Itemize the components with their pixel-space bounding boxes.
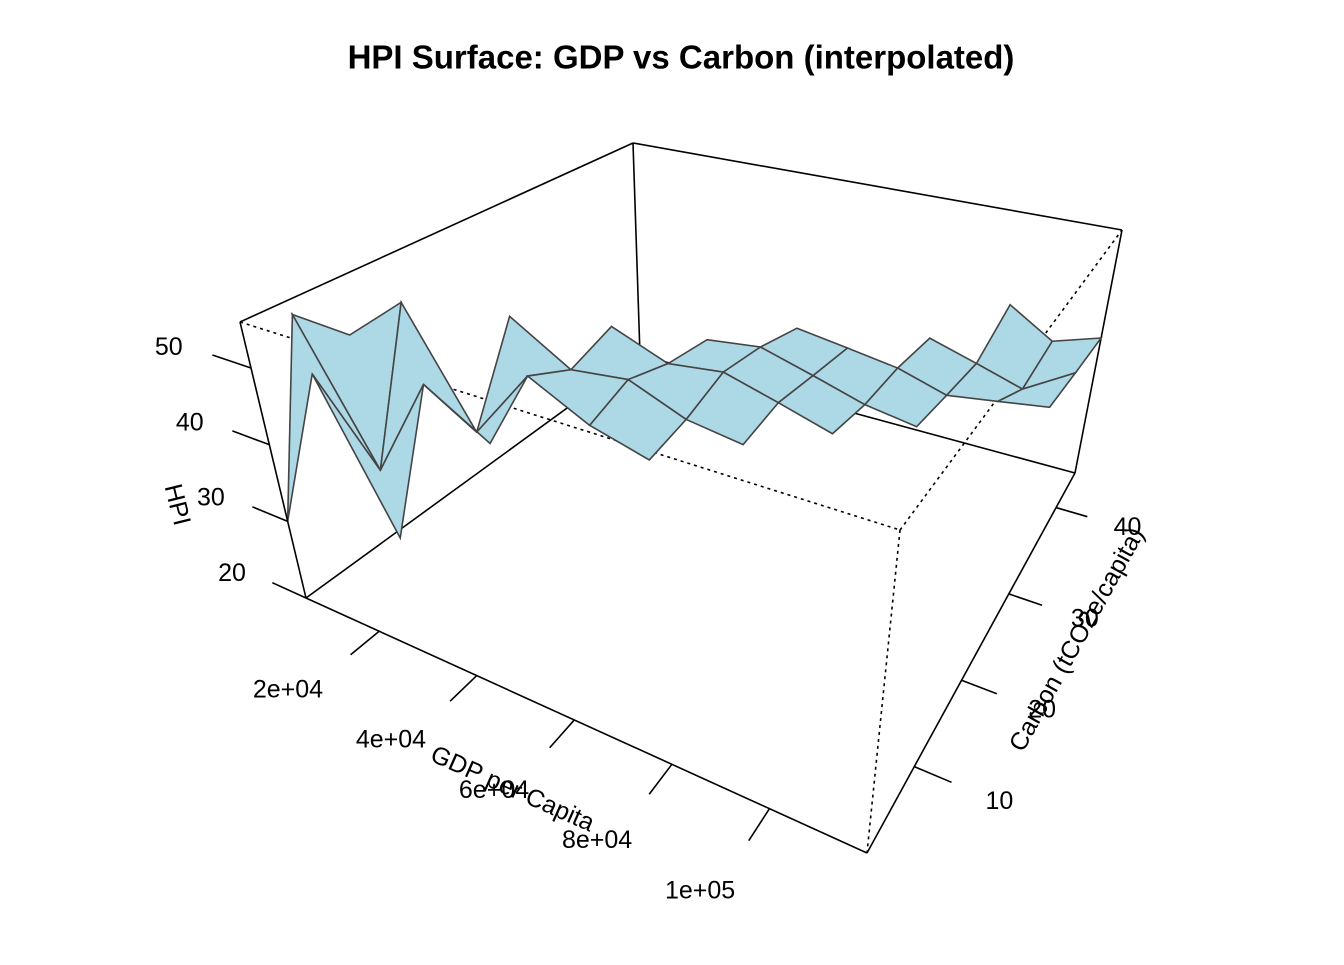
y-tick: [913, 765, 952, 784]
chart-title: HPI Surface: GDP vs Carbon (interpolated…: [348, 39, 1015, 76]
y-tick-label: 10: [986, 787, 1014, 815]
surface-facet: [776, 374, 867, 435]
surface-facet: [863, 367, 948, 428]
surface-facet: [311, 373, 425, 541]
z-tick: [252, 506, 288, 523]
x-tick: [748, 808, 771, 842]
surface-facet: [684, 371, 780, 446]
x-tick: [549, 719, 575, 749]
z-tick: [232, 430, 270, 446]
box-edge-hidden: [239, 321, 901, 531]
surface-facet: [422, 375, 529, 445]
surface: [286, 299, 1103, 541]
surface-facet: [995, 371, 1078, 409]
z-axis-title: HPI: [159, 481, 196, 528]
z-tick: [212, 354, 252, 369]
y-tick: [961, 679, 998, 695]
x-tick: [350, 630, 380, 656]
x-tick: [449, 675, 478, 702]
box-edge: [632, 142, 641, 356]
box-edge: [239, 142, 634, 323]
z-tick-label: 50: [155, 333, 183, 361]
box-edge: [305, 597, 868, 854]
z-tick-label: 40: [176, 408, 204, 436]
x-tick: [648, 763, 673, 795]
x-tick-label: 1e+05: [665, 877, 735, 905]
y-tick: [1055, 506, 1088, 518]
z-tick: [272, 581, 307, 599]
y-axis-title: Carbon (tCO2e/capita): [1004, 523, 1150, 757]
surface-facet: [588, 378, 688, 461]
x-tick-label: 4e+04: [356, 726, 426, 754]
z-tick-label: 20: [218, 559, 246, 587]
y-tick-label: 30: [1071, 604, 1099, 632]
x-tick-label: 2e+04: [253, 675, 323, 703]
z-tick-label: 30: [197, 484, 225, 512]
x-tick-label: 6e+04: [459, 776, 529, 804]
x-tick-label: 8e+04: [562, 826, 632, 854]
y-tick: [1008, 593, 1043, 606]
y-tick-label: 20: [1028, 696, 1056, 724]
box-edge: [632, 142, 1123, 231]
y-tick-label: 40: [1114, 513, 1142, 541]
box-edge: [866, 472, 1076, 854]
x-axis-title: GDP per Capita: [426, 740, 598, 837]
box-edge: [1074, 229, 1123, 474]
box-edge-hidden: [866, 529, 901, 854]
